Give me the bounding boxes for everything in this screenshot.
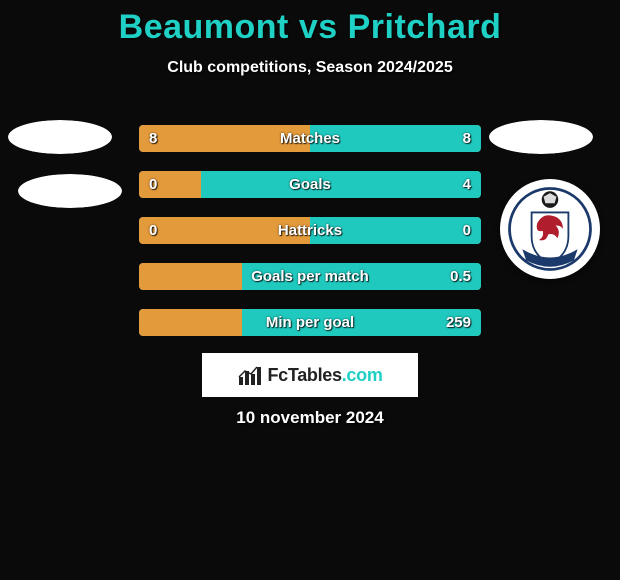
stat-label: Goals per match: [139, 263, 481, 290]
stats-table: 88Matches 04Goals 00Hattricks 0.5Goals per …: [139, 125, 481, 355]
stat-label: Min per goal: [139, 309, 481, 336]
stat-label: Goals: [139, 171, 481, 198]
stat-row: 04Goals: [139, 171, 481, 198]
player-left-photo-1: [8, 120, 112, 154]
subtitle: Club competitions, Season 2024/2025: [0, 59, 620, 77]
brand-name: FcTables: [267, 365, 341, 385]
stat-row: 0.5Goals per match: [139, 263, 481, 290]
player-left-photo-2: [18, 174, 122, 208]
brand-bars-icon: [237, 363, 263, 387]
stat-label: Matches: [139, 125, 481, 152]
stat-label: Hattricks: [139, 217, 481, 244]
page-title: Beaumont vs Pritchard: [0, 0, 620, 47]
stat-row: 259Min per goal: [139, 309, 481, 336]
stat-row: 00Hattricks: [139, 217, 481, 244]
club-crest-icon: [500, 179, 600, 279]
stat-row: 88Matches: [139, 125, 481, 152]
player-right-photo: [489, 120, 593, 154]
brand-text: FcTables.com: [267, 365, 382, 386]
date-label: 10 november 2024: [0, 408, 620, 428]
comparison-card: Beaumont vs Pritchard Club competitions,…: [0, 0, 620, 580]
brand-badge: FcTables.com: [202, 353, 418, 397]
brand-tld: .com: [342, 365, 383, 385]
